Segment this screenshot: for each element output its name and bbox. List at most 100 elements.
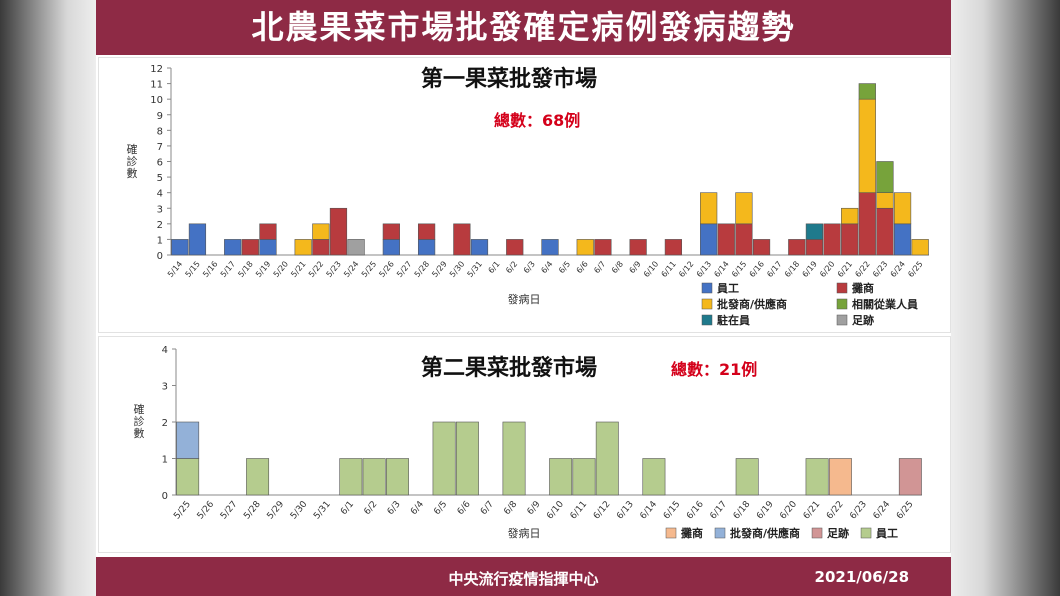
x-tick-label: 6/20	[778, 499, 799, 521]
x-tick-label: 5/18	[236, 260, 254, 280]
x-tick-label: 6/9	[526, 499, 543, 517]
bar-segment	[893, 192, 912, 225]
y-tick-label: 2	[162, 418, 168, 429]
x-tick-label: 6/16	[748, 260, 766, 280]
x-tick-label: 6/6	[456, 499, 473, 517]
bar-segment	[502, 421, 526, 496]
bar-segment	[805, 458, 829, 496]
footer-date: 2021/06/28	[814, 568, 909, 586]
bar-segment	[642, 458, 666, 496]
x-tick-label: 6/10	[642, 260, 660, 280]
bar-segment	[455, 421, 479, 496]
x-tick-label: 5/29	[266, 499, 287, 521]
bar-segment	[594, 239, 612, 256]
legend-swatch	[665, 527, 677, 539]
x-tick-label: 6/15	[662, 500, 683, 522]
bar-segment	[339, 458, 363, 496]
x-tick-label: 6/19	[801, 260, 819, 280]
x-tick-label: 6/23	[871, 260, 889, 280]
x-axis-label: 發病日	[508, 526, 541, 540]
bar-segment	[893, 223, 912, 256]
legend-swatch	[811, 527, 823, 539]
x-tick-label: 6/17	[708, 500, 729, 522]
bar-segment	[576, 239, 594, 256]
x-tick-label: 6/21	[802, 500, 823, 522]
x-tick-label: 6/1	[486, 260, 501, 276]
x-tick-label: 6/25	[906, 260, 924, 280]
legend-label: 批發商/供應商	[730, 526, 800, 540]
x-tick-label: 5/26	[377, 260, 395, 280]
legend-swatch	[836, 314, 848, 326]
bar-segment	[259, 239, 277, 256]
x-tick-label: 5/30	[289, 499, 310, 521]
x-axis-label: 發病日	[508, 292, 541, 306]
x-tick-label: 6/5	[432, 500, 449, 518]
y-tick-label: 10	[150, 95, 163, 106]
x-tick-label: 6/2	[362, 500, 379, 518]
chart-panel-2: 0 1 2 3 4 5/25 5/26 5/27 5/28 5/29 5/30 5/31 6/1 6/2 6…	[98, 336, 951, 553]
bar-segment	[858, 83, 876, 100]
bar-segment	[858, 98, 876, 193]
x-tick-label: 6/10	[545, 499, 566, 521]
x-tick-label: 5/16	[201, 260, 219, 280]
bar-segment	[735, 458, 759, 496]
bar-segment	[470, 239, 489, 256]
x-tick-label: 5/17	[219, 260, 237, 280]
x-tick-label: 5/28	[413, 260, 431, 280]
y-tick-label: 11	[150, 80, 163, 91]
x-tick-label: 6/18	[783, 260, 801, 280]
x-tick-label: 6/7	[479, 500, 496, 518]
bar-segment	[858, 192, 876, 256]
x-tick-label: 5/15	[184, 260, 202, 280]
bar-segment	[312, 223, 330, 240]
x-tick-label: 6/22	[825, 500, 846, 522]
bar-segment	[294, 239, 312, 256]
x-tick-label: 6/4	[409, 499, 426, 517]
x-tick-label: 6/13	[615, 500, 636, 522]
bar-segment	[898, 458, 922, 496]
bar-segment	[246, 458, 270, 496]
chart-title: 第一果菜批發市場	[421, 66, 597, 92]
x-tick-label: 6/23	[848, 500, 869, 522]
x-tick-label: 5/19	[254, 260, 272, 280]
x-tick-label: 6/24	[889, 260, 907, 280]
bar-segment	[805, 223, 824, 240]
x-tick-label: 5/31	[312, 500, 333, 522]
bar-segment	[717, 223, 735, 256]
legend-swatch	[701, 282, 713, 294]
footer-organization: 中央流行疫情指揮中心	[448, 570, 599, 588]
bar-segment	[432, 421, 456, 496]
bar-segment	[329, 207, 348, 256]
bar-segment	[911, 239, 929, 256]
x-tick-label: 5/22	[307, 260, 325, 280]
x-tick-label: 6/15	[730, 260, 748, 280]
bar-segment	[347, 239, 365, 256]
y-tick-label: 0	[157, 251, 163, 262]
bar-segment	[841, 223, 859, 256]
bar-segment	[382, 223, 400, 240]
legend-swatch	[701, 298, 713, 310]
x-tick-label: 6/12	[677, 260, 695, 280]
x-tick-label: 6/11	[569, 500, 590, 522]
x-tick-label: 5/14	[166, 260, 184, 280]
legend-label: 員工	[716, 282, 739, 295]
bar-segment	[876, 207, 894, 256]
bar-segment	[735, 192, 753, 225]
x-tick-label: 6/19	[755, 499, 776, 521]
y-tick-label: 2	[157, 220, 163, 231]
y-tick-label: 3	[162, 382, 168, 393]
bar-segment	[241, 239, 259, 256]
chart-panel-1: 0 1 2 3 4 5 6 7 8 9 10 11 12 5/14 5/15 5/16 5/17 5/18 5/19…	[98, 57, 951, 333]
x-tick-label: 5/23	[325, 260, 343, 280]
x-tick-label: 6/24	[872, 499, 893, 521]
bar-segment	[453, 223, 471, 256]
x-tick-label: 6/17	[765, 260, 783, 280]
chart-total: 總數：21例	[671, 360, 757, 379]
x-tick-label: 6/16	[685, 499, 706, 521]
bar-segment	[841, 207, 859, 225]
legend-swatch	[714, 527, 726, 539]
legend-label: 相關從業人員	[852, 297, 918, 311]
x-tick-label: 5/27	[219, 500, 240, 522]
bar-segment	[176, 458, 200, 496]
chart-title: 第二果菜批發市場	[421, 355, 597, 381]
